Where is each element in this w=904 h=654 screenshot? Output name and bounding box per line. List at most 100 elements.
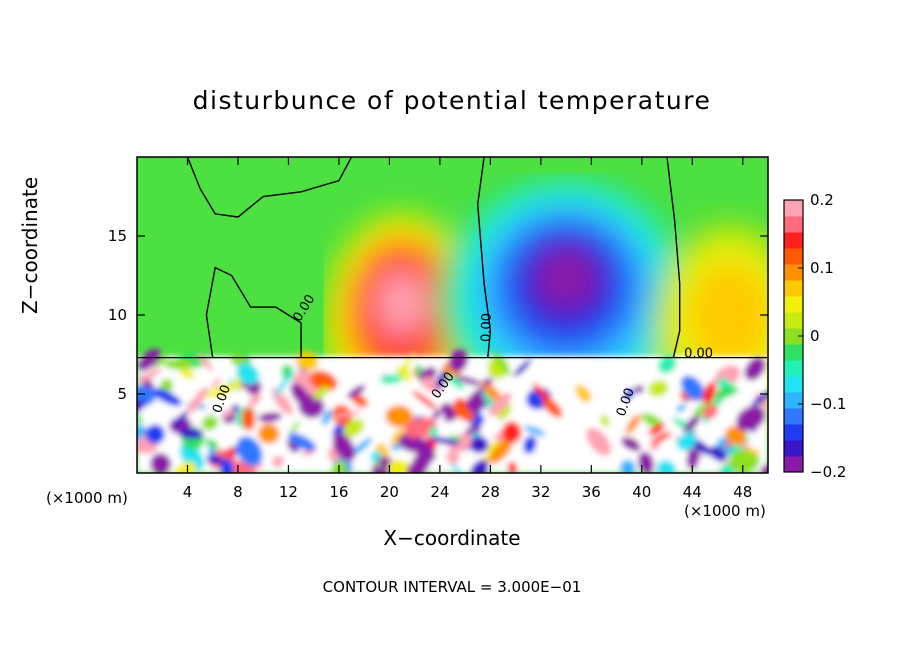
lower-layer-cell <box>220 458 234 473</box>
lower-layer-cell <box>648 380 669 397</box>
lower-layer-cell <box>489 438 513 464</box>
lower-layer-cell <box>313 385 330 400</box>
lower-layer-cell <box>137 385 156 406</box>
colorbar-swatch <box>784 408 803 425</box>
colorbar-swatch <box>784 296 803 313</box>
colorbar-swatch <box>784 392 803 409</box>
lower-layer-cell <box>274 370 293 397</box>
x-tick-label: 4 <box>183 483 193 501</box>
lower-layer-cell <box>736 405 766 432</box>
lower-layer-cell <box>436 370 447 390</box>
colorbar-swatch <box>784 280 803 297</box>
lower-layer-cell <box>470 459 489 473</box>
lower-layer-cell <box>449 435 462 441</box>
lower-layer-cell <box>404 416 437 439</box>
lower-layer-cell <box>321 409 332 426</box>
lower-layer-cell <box>513 359 532 377</box>
lower-layer-cell <box>198 354 213 372</box>
lower-layer-cell <box>656 459 677 473</box>
lower-layer-cell <box>542 397 563 418</box>
lower-layer-cell <box>137 368 162 384</box>
lower-layer-cell <box>287 433 317 452</box>
lower-layer-cell <box>466 394 486 413</box>
x-axis-title: X−coordinate <box>383 526 521 550</box>
lower-layer-cell <box>728 449 760 473</box>
field-feature-warm-weak <box>707 282 754 338</box>
lower-layer-cell <box>350 437 373 457</box>
colorbar-swatch <box>784 424 803 441</box>
lower-layer-cell <box>429 426 439 437</box>
lower-layer-cell <box>178 366 195 380</box>
y-tick-label: 10 <box>108 306 127 324</box>
lower-layer-cell <box>744 357 766 381</box>
lower-layer-cell <box>206 454 224 465</box>
lower-layer-cell <box>145 424 165 445</box>
lower-layer-cell <box>225 446 236 458</box>
lower-layer-cell <box>708 446 727 462</box>
lower-layer-cell <box>447 374 465 390</box>
lower-layer-cell <box>501 421 522 444</box>
lower-layer-cell <box>272 455 284 468</box>
lower-layer-cell <box>241 407 256 431</box>
x-tick-label: 36 <box>582 483 601 501</box>
colorbar-swatch <box>784 264 803 281</box>
potential-temperature-field: 0.000.000.000.00 0.000.00 <box>137 157 768 473</box>
colorbar-swatch <box>784 344 803 361</box>
zero-contour-line <box>186 157 353 218</box>
x-tick-label: 16 <box>329 483 348 501</box>
x-unit-left: (×1000 m) <box>46 489 128 507</box>
colorbar-swatch <box>784 312 803 329</box>
x-tick-label: 48 <box>733 483 752 501</box>
lower-layer-cell <box>432 410 441 420</box>
lower-layer-cell <box>683 415 701 433</box>
lower-layer-cell <box>164 358 193 370</box>
lower-layer-cell <box>205 383 238 398</box>
lower-layer-cell <box>222 408 234 419</box>
colorbar-tick-label: −0.2 <box>810 463 846 481</box>
lower-layer-cell <box>524 425 546 437</box>
x-tick-label: 32 <box>531 483 550 501</box>
x-tick-label: 12 <box>279 483 298 501</box>
colorbar-swatch <box>784 232 803 249</box>
lower-layer-cell <box>651 431 672 445</box>
y-tick-label: 5 <box>117 385 127 403</box>
zero-contour-line <box>476 157 492 358</box>
lower-layer-cell <box>236 363 260 385</box>
lower-layer-cell <box>201 415 218 431</box>
lower-layer-cell <box>488 392 512 417</box>
lower-layer-cell <box>702 381 716 405</box>
colorbar-tick-label: −0.1 <box>810 395 846 413</box>
lower-layer-cell <box>657 355 677 374</box>
zero-contour-line <box>205 266 302 358</box>
x-tick-label: 24 <box>430 483 449 501</box>
lower-layer-cell <box>599 415 610 427</box>
lower-layer-cell <box>290 382 310 406</box>
colorbar-tick-label: 0.2 <box>810 191 834 209</box>
x-tick-label: 8 <box>233 483 243 501</box>
lower-layer-cell <box>210 378 222 388</box>
y-tick-label: 15 <box>108 227 127 245</box>
lower-layer-cell <box>586 427 612 456</box>
lower-layer-cell <box>290 421 301 434</box>
lower-layer-cell <box>679 420 687 428</box>
lower-layer-cell <box>456 375 482 386</box>
lower-layer-cell <box>648 423 665 436</box>
lower-layer-cell <box>740 442 750 451</box>
lower-layer-cell <box>257 423 280 444</box>
field-feature-warm <box>378 274 426 330</box>
x-tick-label: 40 <box>632 483 651 501</box>
lower-layer-cell <box>380 374 404 385</box>
contour-label: 0.00 <box>479 313 495 342</box>
lower-layer-cell <box>725 425 746 446</box>
colorbar-swatch <box>784 376 803 393</box>
lower-layer-cell <box>676 432 697 451</box>
x-unit-right: (×1000 m) <box>684 502 766 520</box>
lower-layer-cell <box>713 386 739 400</box>
lower-layer-cell <box>624 388 635 401</box>
lower-layer-cell <box>690 438 712 456</box>
lower-layer-cell <box>446 451 460 465</box>
lower-layer-cell <box>248 392 262 407</box>
lower-layer-cell <box>172 410 188 430</box>
contour-interval-note: CONTOUR INTERVAL = 3.000E−01 <box>322 578 582 596</box>
